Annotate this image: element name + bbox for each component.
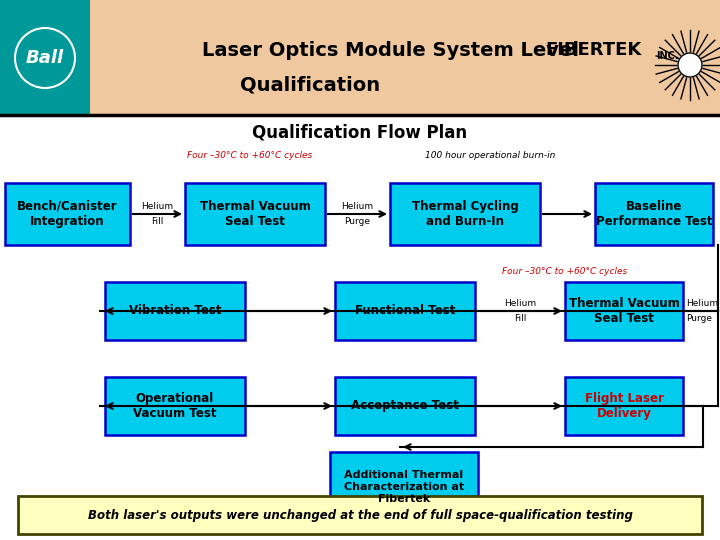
Text: Purge: Purge bbox=[686, 314, 712, 323]
Text: 100 hour operational burn-in: 100 hour operational burn-in bbox=[425, 151, 555, 159]
Text: Bench/Canister
Integration: Bench/Canister Integration bbox=[17, 200, 118, 228]
Text: Ball: Ball bbox=[26, 49, 64, 67]
Bar bbox=[105, 282, 245, 340]
Bar bbox=[0, 115, 720, 540]
Bar bbox=[335, 282, 475, 340]
Text: Baseline
Performance Test: Baseline Performance Test bbox=[595, 200, 712, 228]
Text: Qualification Flow Plan: Qualification Flow Plan bbox=[253, 123, 467, 141]
Text: Fill: Fill bbox=[151, 217, 163, 226]
Text: Acceptance Test: Acceptance Test bbox=[351, 400, 459, 413]
Bar bbox=[0, 0, 90, 115]
Text: Thermal Vacuum
Seal Test: Thermal Vacuum Seal Test bbox=[199, 200, 310, 228]
Text: Both laser's outputs were unchanged at the end of full space-qualification testi: Both laser's outputs were unchanged at t… bbox=[88, 509, 632, 522]
Text: Vibration Test: Vibration Test bbox=[129, 305, 221, 318]
Text: Additional Thermal
Characterization at
Fibertek: Additional Thermal Characterization at F… bbox=[344, 470, 464, 504]
Bar bbox=[105, 377, 245, 435]
Bar bbox=[565, 377, 683, 435]
Text: Helium: Helium bbox=[341, 202, 374, 211]
Text: Fill: Fill bbox=[514, 314, 526, 323]
Bar bbox=[330, 452, 478, 522]
Bar bbox=[390, 183, 540, 245]
Bar bbox=[595, 183, 713, 245]
Circle shape bbox=[678, 53, 702, 77]
Text: INC.: INC. bbox=[656, 51, 679, 61]
Bar bbox=[18, 496, 702, 534]
Text: Flight Laser
Delivery: Flight Laser Delivery bbox=[585, 392, 663, 420]
Text: Helium: Helium bbox=[686, 299, 718, 308]
Bar bbox=[5, 183, 130, 245]
Text: Laser Optics Module System Level: Laser Optics Module System Level bbox=[202, 40, 578, 59]
Text: Thermal Cycling
and Burn-In: Thermal Cycling and Burn-In bbox=[412, 200, 518, 228]
Bar bbox=[185, 183, 325, 245]
Text: Purge: Purge bbox=[344, 217, 371, 226]
Bar bbox=[0, 0, 720, 115]
Text: Four –30°C to +60°C cycles: Four –30°C to +60°C cycles bbox=[503, 267, 628, 276]
Bar bbox=[565, 282, 683, 340]
Text: Helium: Helium bbox=[504, 299, 536, 308]
Bar bbox=[335, 377, 475, 435]
Text: Operational
Vacuum Test: Operational Vacuum Test bbox=[133, 392, 217, 420]
Text: FIBERTEK: FIBERTEK bbox=[545, 41, 642, 59]
Text: Helium: Helium bbox=[141, 202, 174, 211]
Text: Functional Test: Functional Test bbox=[355, 305, 455, 318]
Text: Qualification: Qualification bbox=[240, 76, 380, 94]
Text: Four –30°C to +60°C cycles: Four –30°C to +60°C cycles bbox=[187, 151, 312, 159]
Text: Thermal Vacuum
Seal Test: Thermal Vacuum Seal Test bbox=[569, 297, 680, 325]
